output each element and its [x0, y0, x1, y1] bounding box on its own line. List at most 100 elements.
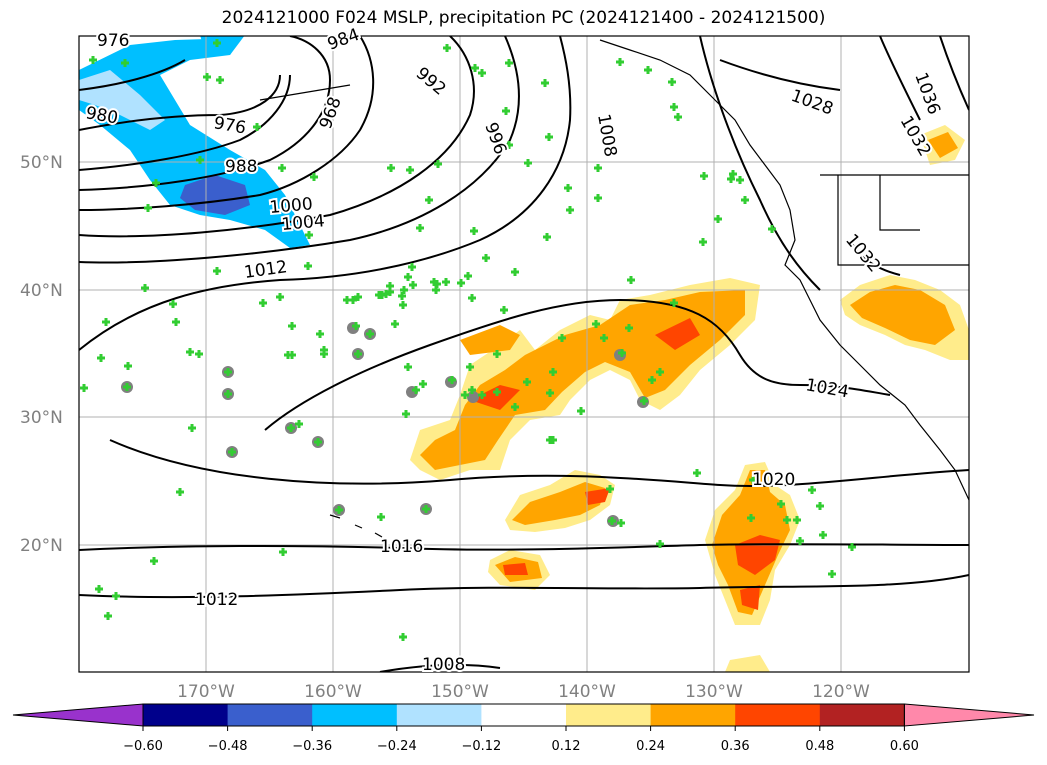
station-marker — [382, 290, 390, 298]
station-marker — [471, 64, 479, 72]
station-marker — [600, 334, 608, 342]
contour-label-halo: 1012 — [195, 590, 238, 610]
colorbar-tick-label: 0.60 — [890, 739, 919, 754]
station-marker — [699, 238, 707, 246]
station-marker — [425, 196, 433, 204]
station-marker — [493, 388, 501, 396]
station-marker — [354, 293, 362, 301]
station-marker — [819, 531, 827, 539]
station-marker — [546, 389, 554, 397]
station-marker — [644, 66, 652, 74]
station-marker — [736, 176, 744, 184]
station-marker — [404, 363, 412, 371]
station-marker — [432, 286, 440, 294]
lon-label: 130°W — [685, 682, 743, 702]
station-marker — [523, 378, 531, 386]
station-marker — [123, 383, 131, 391]
station-marker — [442, 278, 450, 286]
colorbar-tick-label: −0.12 — [461, 739, 501, 754]
station-marker — [656, 368, 664, 376]
station-marker — [443, 44, 451, 52]
station-marker — [461, 391, 469, 399]
station-circle — [467, 391, 479, 403]
station-marker — [433, 280, 441, 288]
station-marker — [783, 516, 791, 524]
station-marker — [549, 368, 557, 376]
station-marker — [295, 420, 303, 428]
station-marker — [608, 517, 616, 525]
station-marker — [478, 391, 486, 399]
mslp-isobars — [79, 36, 969, 672]
contour-label: 1016 — [380, 537, 423, 557]
station-marker — [670, 299, 678, 307]
station-marker — [714, 215, 722, 223]
lon-label: 120°W — [812, 682, 870, 702]
station-marker — [500, 306, 508, 314]
station-marker-group — [80, 39, 856, 641]
coastlines — [259, 39, 969, 538]
station-marker — [482, 254, 490, 262]
colorbar-tick-label: 0.24 — [636, 739, 665, 754]
station-marker — [594, 164, 602, 172]
station-marker — [195, 350, 203, 358]
station-marker — [169, 300, 177, 308]
station-marker — [511, 403, 519, 411]
station-marker — [224, 390, 232, 398]
station-marker — [729, 170, 737, 178]
station-marker — [144, 204, 152, 212]
station-marker — [150, 557, 158, 565]
station-marker — [152, 179, 160, 187]
station-marker — [592, 320, 600, 328]
station-marker — [545, 133, 553, 141]
station-marker — [502, 107, 510, 115]
colorbar-extend-max — [903, 703, 1035, 727]
station-marker — [422, 505, 430, 513]
station-marker — [606, 485, 614, 493]
contour-label: 1004 — [281, 211, 326, 235]
station-marker — [398, 292, 406, 300]
station-marker — [656, 540, 664, 548]
colorbar-bin — [143, 704, 229, 726]
station-marker — [816, 502, 824, 510]
contour-label: 1012 — [195, 590, 238, 610]
station-marker — [616, 58, 624, 66]
colorbar-bin — [819, 704, 905, 726]
station-marker — [387, 164, 395, 172]
station-marker — [457, 279, 465, 287]
station-marker — [176, 488, 184, 496]
station-marker — [594, 194, 602, 202]
station-marker — [848, 543, 856, 551]
station-marker — [618, 349, 626, 357]
station-marker — [304, 262, 312, 270]
station-marker — [577, 407, 585, 415]
station-marker — [104, 612, 112, 620]
station-marker — [768, 225, 776, 233]
station-marker — [310, 173, 318, 181]
map-title: 2024121000 F024 MSLP, precipitation PC (… — [221, 8, 826, 28]
station-marker — [412, 386, 420, 394]
colorbar-bin — [396, 704, 482, 726]
station-marker — [228, 448, 236, 456]
lat-label: 50°N — [20, 153, 63, 173]
station-marker — [213, 267, 221, 275]
colorbar-bin — [312, 704, 398, 726]
station-marker — [747, 514, 755, 522]
station-marker — [95, 585, 103, 593]
station-marker — [564, 184, 572, 192]
station-marker — [796, 537, 804, 545]
station-marker — [470, 227, 478, 235]
station-marker — [253, 123, 261, 131]
station-marker — [279, 548, 287, 556]
colorbar — [12, 703, 1035, 727]
station-marker — [777, 500, 785, 508]
station-marker — [558, 334, 566, 342]
station-marker — [749, 476, 757, 484]
station-marker — [102, 318, 110, 326]
station-marker — [648, 376, 656, 384]
station-marker — [213, 39, 221, 47]
station-marker — [141, 284, 149, 292]
contour-label-halo: 1016 — [380, 537, 423, 557]
station-marker — [124, 362, 132, 370]
station-marker — [617, 519, 625, 527]
station-marker — [625, 324, 633, 332]
